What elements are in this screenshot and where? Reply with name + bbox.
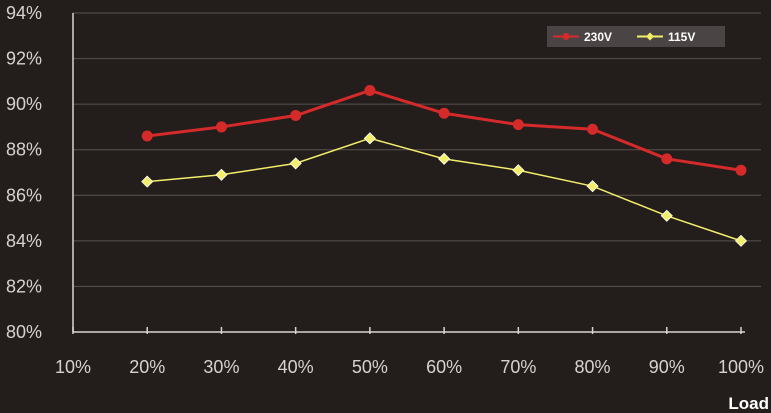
x-tick-label: 50% bbox=[352, 357, 388, 377]
legend-marker bbox=[562, 33, 570, 40]
x-tick-label: 70% bbox=[500, 357, 536, 377]
x-tick-label: 80% bbox=[575, 357, 611, 377]
y-tick-label: 92% bbox=[6, 49, 42, 69]
y-tick-label: 82% bbox=[6, 276, 42, 296]
series bbox=[141, 84, 748, 247]
y-tick-label: 88% bbox=[6, 140, 42, 160]
y-tick-label: 84% bbox=[6, 231, 42, 251]
legend-box bbox=[547, 26, 725, 47]
legend-label: 230V bbox=[584, 30, 612, 44]
tick-labels: 80% 82% 84% 86% 88% 90% 92% 94% 10% 20% 30% 40% 50% 6… bbox=[6, 3, 769, 413]
data-point bbox=[735, 164, 747, 176]
data-point bbox=[215, 121, 227, 133]
legend: 230V 115V bbox=[547, 26, 725, 47]
data-point bbox=[661, 153, 673, 165]
data-point bbox=[363, 132, 376, 145]
data-point bbox=[512, 164, 525, 177]
x-tick-label: 40% bbox=[278, 357, 314, 377]
series-230V bbox=[141, 84, 747, 176]
x-tick-label: 30% bbox=[203, 357, 239, 377]
data-point bbox=[215, 168, 228, 181]
y-tick-label: 90% bbox=[6, 94, 42, 114]
y-tick-label: 86% bbox=[6, 185, 42, 205]
axes bbox=[72, 13, 745, 334]
x-tick-label: 60% bbox=[426, 357, 462, 377]
y-tick-label: 94% bbox=[6, 3, 42, 23]
grid bbox=[73, 12, 761, 287]
data-point bbox=[438, 107, 450, 119]
x-tick-label: 100% bbox=[718, 357, 764, 377]
y-tick-label: 80% bbox=[6, 322, 42, 342]
data-point bbox=[660, 209, 673, 222]
data-point bbox=[512, 119, 524, 131]
data-point bbox=[364, 84, 376, 96]
x-tick-label: 90% bbox=[649, 357, 685, 377]
x-tick-label: 20% bbox=[129, 357, 165, 377]
series-115V bbox=[141, 132, 748, 247]
data-point bbox=[289, 157, 302, 170]
data-point bbox=[586, 180, 599, 193]
x-tick-label: 10% bbox=[55, 357, 91, 377]
data-point bbox=[141, 130, 153, 142]
x-axis-title: Load bbox=[728, 394, 769, 413]
data-point bbox=[290, 110, 302, 122]
legend-label: 115V bbox=[668, 30, 695, 44]
legend-marker bbox=[646, 32, 654, 41]
data-point bbox=[734, 234, 748, 247]
data-point bbox=[587, 123, 599, 135]
data-point bbox=[438, 152, 451, 165]
data-point bbox=[141, 175, 154, 188]
